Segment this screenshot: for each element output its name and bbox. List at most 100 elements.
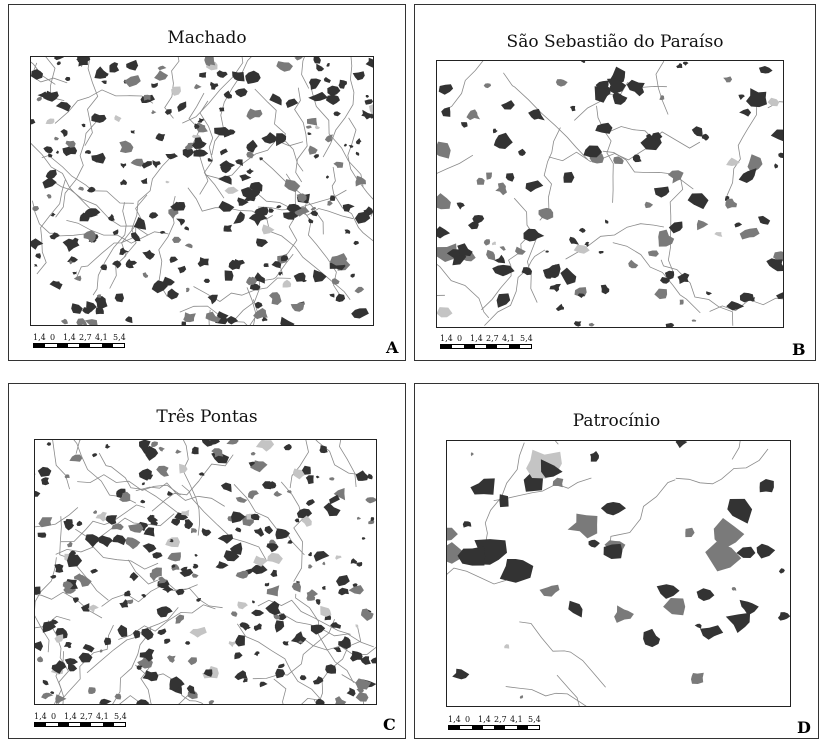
land-use-patch xyxy=(246,168,254,175)
land-use-patch xyxy=(462,521,472,528)
land-use-patch xyxy=(104,443,111,449)
land-use-patch xyxy=(165,537,180,548)
land-use-patch xyxy=(201,528,212,537)
scale-tick-label: 1,4 xyxy=(64,712,77,721)
scale-tick-label: 1,4 xyxy=(470,334,483,343)
land-use-patch xyxy=(41,477,50,486)
land-use-patch xyxy=(43,90,59,102)
land-use-patch xyxy=(60,129,68,137)
land-use-patch xyxy=(329,253,348,266)
land-use-patch xyxy=(234,670,248,681)
land-use-patch xyxy=(521,267,532,276)
land-use-patch xyxy=(249,276,257,286)
land-use-patch xyxy=(277,613,287,621)
land-use-patch xyxy=(457,546,486,566)
land-use-patch xyxy=(120,163,127,169)
drainage-line xyxy=(519,621,606,688)
land-use-patch xyxy=(725,612,751,633)
land-use-patch xyxy=(119,491,131,502)
land-use-patch xyxy=(333,647,342,653)
land-use-patch xyxy=(142,543,157,553)
drainage-line xyxy=(339,440,357,487)
land-use-patch xyxy=(88,604,99,613)
land-use-patch xyxy=(739,108,752,117)
land-use-patch xyxy=(120,179,128,186)
land-use-patch xyxy=(437,226,451,239)
land-use-patch xyxy=(354,211,371,224)
land-use-patch xyxy=(280,255,289,262)
scale-tick-label: 2,7 xyxy=(79,333,92,342)
land-use-patch xyxy=(55,150,59,154)
land-use-patch xyxy=(457,243,473,257)
land-use-patch xyxy=(486,172,492,180)
land-use-patch xyxy=(338,587,349,596)
land-use-patch xyxy=(290,631,307,645)
land-use-patch xyxy=(169,539,174,543)
land-use-patch xyxy=(184,641,191,645)
land-use-patch xyxy=(584,241,590,247)
land-use-patch xyxy=(164,109,172,115)
drainage-line xyxy=(513,197,538,303)
land-use-patch xyxy=(41,692,54,700)
land-use-patch xyxy=(109,62,120,73)
land-use-patch xyxy=(171,518,180,526)
land-use-patch xyxy=(151,280,168,294)
panel-letter: A xyxy=(386,338,399,357)
panel-letter: B xyxy=(792,340,806,359)
land-use-patch xyxy=(335,555,342,560)
map-drawing xyxy=(31,57,373,325)
land-use-patch xyxy=(437,141,451,159)
land-use-patch xyxy=(45,169,57,181)
scale-tick-label: 1,4 xyxy=(63,333,76,342)
land-use-patch xyxy=(77,186,84,191)
land-use-patch xyxy=(162,276,175,286)
land-use-patch xyxy=(94,66,108,79)
land-use-patch xyxy=(226,440,239,445)
land-use-patch xyxy=(773,251,783,262)
land-use-patch xyxy=(91,453,98,458)
drainage-line xyxy=(556,674,580,706)
land-use-patch xyxy=(140,177,148,184)
land-use-patch xyxy=(235,527,242,533)
land-use-patch xyxy=(183,312,196,323)
land-use-patch xyxy=(544,272,553,279)
land-use-patch xyxy=(114,693,122,700)
drainage-line xyxy=(31,75,68,84)
land-use-patch xyxy=(549,283,561,292)
panel-tres-pontas: Três Pontas 1,4 0 1,4 2,7 4,1 5,4 C xyxy=(8,383,406,739)
land-use-patch xyxy=(723,76,733,83)
land-use-patch xyxy=(142,272,149,278)
land-use-patch xyxy=(71,303,83,314)
drainage-line xyxy=(331,166,373,242)
land-use-patch xyxy=(177,101,187,112)
land-use-patch xyxy=(437,193,451,210)
land-use-patch xyxy=(105,515,118,525)
land-use-patch xyxy=(269,292,282,305)
land-use-patch xyxy=(567,513,598,539)
land-use-patch xyxy=(181,509,190,516)
land-use-patch xyxy=(231,259,245,270)
land-use-patch xyxy=(573,321,582,327)
land-use-patch xyxy=(305,475,314,485)
land-use-patch xyxy=(191,528,197,534)
land-use-patch xyxy=(248,213,268,227)
land-use-patch xyxy=(308,91,329,102)
land-use-patch xyxy=(184,226,189,231)
land-use-patch xyxy=(91,113,107,123)
land-use-patch xyxy=(643,628,661,648)
land-use-patch xyxy=(73,275,82,282)
land-use-patch xyxy=(600,502,626,516)
land-use-patch xyxy=(266,585,280,597)
scale-tick-label: 5,4 xyxy=(520,334,533,343)
land-use-patch xyxy=(264,525,274,535)
land-use-patch xyxy=(114,293,124,303)
land-use-patch xyxy=(563,171,575,183)
land-use-patch xyxy=(203,278,211,283)
land-use-patch xyxy=(676,63,683,69)
land-use-patch xyxy=(310,210,319,217)
land-use-patch xyxy=(197,257,209,267)
scale-tick-label: 4,1 xyxy=(510,715,523,724)
land-use-patch xyxy=(356,688,364,693)
land-use-patch xyxy=(285,98,299,108)
land-use-patch xyxy=(154,70,169,81)
